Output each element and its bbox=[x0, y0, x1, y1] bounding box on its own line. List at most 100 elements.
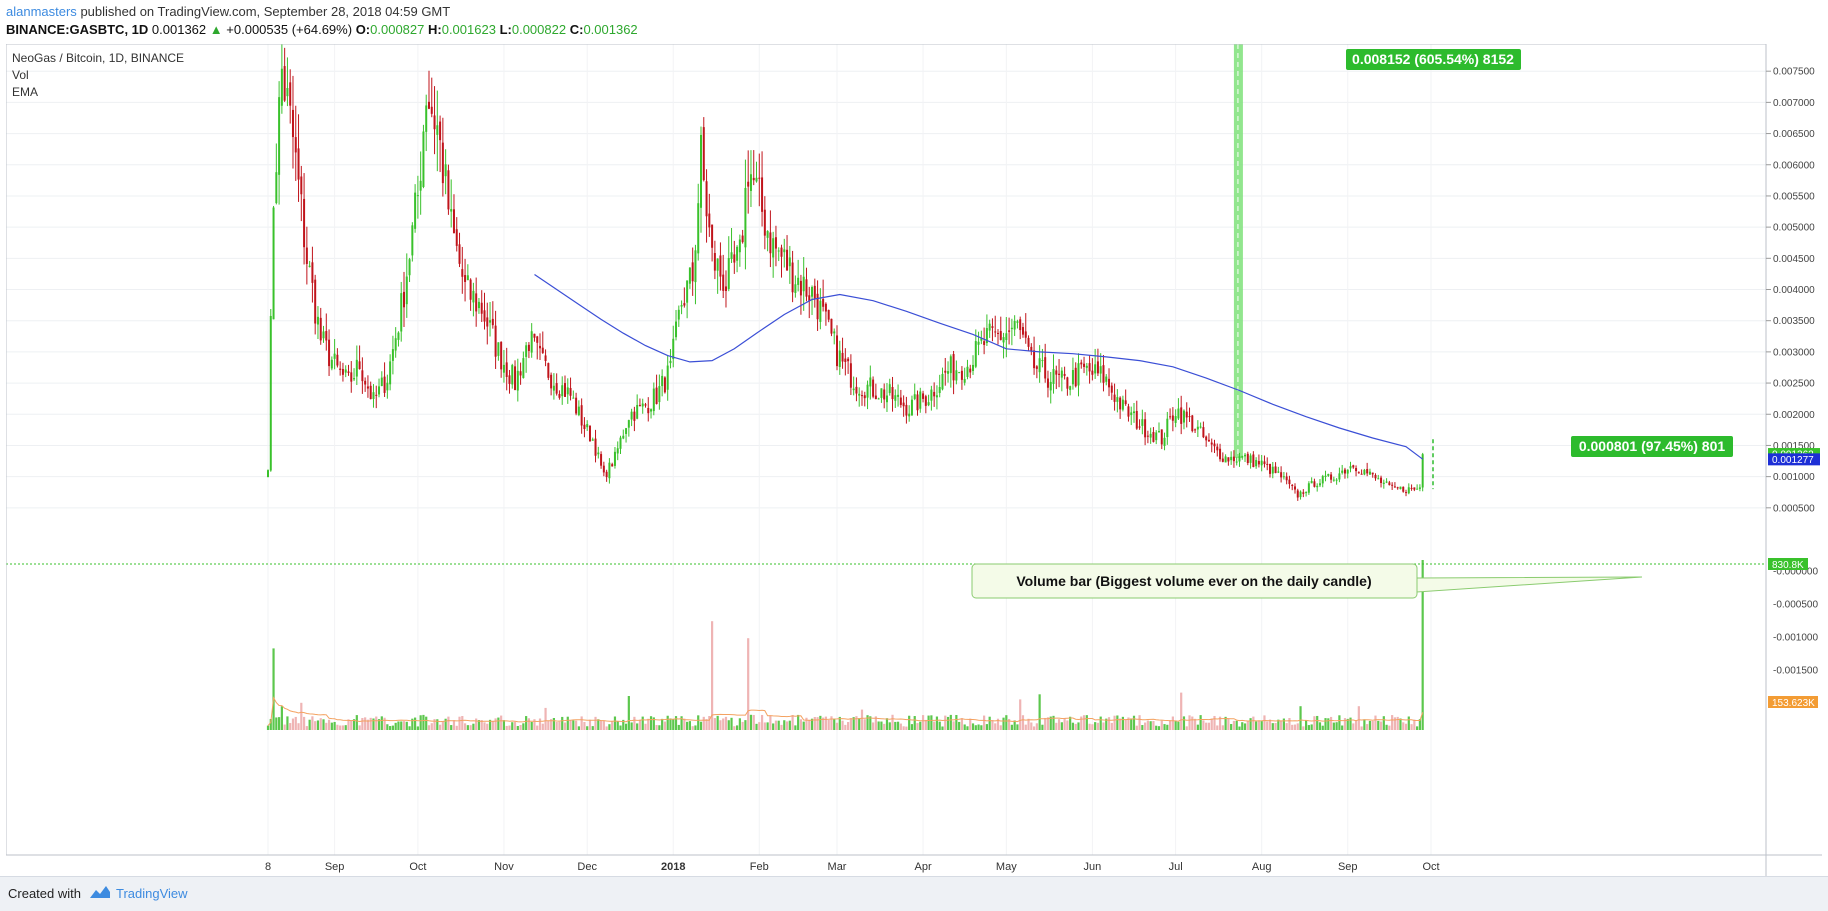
candle-body bbox=[1393, 486, 1396, 488]
volume-bar bbox=[358, 725, 361, 730]
candle-body bbox=[1030, 346, 1033, 351]
candle-body bbox=[1410, 487, 1413, 489]
candle-body bbox=[916, 394, 919, 411]
volume-bar bbox=[1094, 722, 1097, 730]
volume-bar bbox=[377, 719, 381, 730]
candle-body bbox=[702, 127, 705, 181]
y-tick-label: 0.004000 bbox=[1773, 285, 1815, 296]
candle-body bbox=[1338, 473, 1341, 480]
volume-bar bbox=[438, 724, 442, 730]
volume-bar bbox=[375, 716, 378, 730]
volume-bar bbox=[880, 721, 883, 730]
volume-bar bbox=[522, 723, 525, 730]
volume-bar bbox=[372, 718, 375, 730]
volume-bar bbox=[380, 716, 383, 730]
volume-bar bbox=[1307, 725, 1310, 730]
time-axis[interactable]: 8 Sep Oct Nov Dec 2018 Feb Mar Apr May Jun Jul Aug Se… bbox=[265, 861, 1440, 873]
volume-bar bbox=[1180, 692, 1183, 730]
volume-bar bbox=[1304, 720, 1308, 730]
candle-body bbox=[683, 303, 686, 306]
volume-bar bbox=[1366, 724, 1369, 730]
volume-bar bbox=[1249, 718, 1252, 730]
volume-bar bbox=[519, 724, 522, 730]
candle-body bbox=[339, 368, 342, 370]
volume-bar bbox=[1382, 716, 1385, 730]
candle-body bbox=[672, 338, 675, 360]
volume-bar bbox=[766, 722, 769, 730]
created-with-label: Created with bbox=[8, 886, 81, 901]
chart-frame[interactable]: 0.008000 0.007500 0.007000 0.006500 0.006000… bbox=[5, 36, 1822, 876]
volume-bar bbox=[1379, 721, 1383, 730]
candle-body bbox=[872, 379, 875, 397]
volume-bar bbox=[525, 716, 528, 730]
volume-bar bbox=[1285, 723, 1288, 730]
range-annotation-top[interactable]: 0.008152 (605.54%) 8152 bbox=[1346, 49, 1521, 70]
candle-body bbox=[1121, 399, 1124, 410]
range-annotation-right[interactable]: 0.000801 (97.45%) 801 bbox=[1571, 436, 1733, 457]
volume-bar bbox=[341, 725, 345, 730]
candle-body bbox=[1182, 410, 1185, 423]
candle-body bbox=[1066, 377, 1069, 389]
volume-bar bbox=[316, 720, 320, 730]
candle-body bbox=[494, 325, 497, 357]
volume-bar bbox=[949, 714, 952, 730]
volume-bar bbox=[422, 714, 425, 730]
candle-body bbox=[808, 295, 811, 302]
y-tick-label: 0.003500 bbox=[1773, 316, 1815, 327]
volume-bar bbox=[633, 716, 636, 730]
x-tick-label: 8 bbox=[265, 861, 271, 873]
price-chart[interactable]: 0.008000 0.007500 0.007000 0.006500 0.006000… bbox=[5, 36, 1822, 876]
y-tick-label: 0.001000 bbox=[1773, 472, 1815, 483]
candle-body bbox=[275, 172, 278, 204]
volume-bar bbox=[486, 723, 489, 730]
volume-bar bbox=[1216, 725, 1219, 730]
candle-body bbox=[427, 101, 430, 109]
candle-body bbox=[772, 238, 775, 258]
candle-body bbox=[944, 370, 947, 373]
candle-body bbox=[913, 394, 916, 399]
volume-callout[interactable]: Volume bar (Biggest volume ever on the d… bbox=[971, 563, 1643, 599]
volume-bar bbox=[1396, 716, 1399, 730]
candle-body bbox=[711, 224, 714, 248]
volume-bar bbox=[558, 721, 561, 730]
candle-body bbox=[1263, 461, 1266, 465]
volume-bar bbox=[577, 726, 580, 730]
volume-bar bbox=[1166, 724, 1169, 730]
candle-body bbox=[1407, 487, 1410, 494]
candle-body bbox=[730, 252, 733, 260]
candle-body bbox=[466, 275, 469, 281]
volume-bar bbox=[636, 723, 639, 730]
candle-body bbox=[1282, 476, 1285, 478]
low-label: L: bbox=[499, 22, 512, 37]
candle-body bbox=[1019, 319, 1022, 331]
candle-body bbox=[888, 384, 891, 394]
candle-body bbox=[905, 404, 908, 416]
volume-bar bbox=[500, 715, 503, 730]
volume-bar bbox=[777, 720, 780, 730]
tradingview-link[interactable]: TradingView bbox=[116, 886, 188, 901]
author-link[interactable]: alanmasters bbox=[6, 4, 77, 19]
candle-body bbox=[361, 370, 364, 382]
candle-body bbox=[988, 323, 991, 331]
volume-bar bbox=[888, 722, 891, 730]
volume-bar bbox=[322, 719, 325, 730]
candle-body bbox=[1355, 468, 1358, 472]
volume-bar bbox=[569, 720, 572, 730]
candle-body bbox=[1391, 484, 1394, 486]
y-tick-label: 0.002500 bbox=[1773, 379, 1815, 390]
volume-bar bbox=[1163, 724, 1166, 730]
volume-bar bbox=[1144, 722, 1147, 730]
candle-body bbox=[833, 331, 836, 334]
candle-body bbox=[902, 402, 905, 407]
volume-bar bbox=[536, 725, 539, 730]
candle-body bbox=[500, 341, 503, 370]
candle-body bbox=[1257, 461, 1260, 465]
volume-tick-label: -0.000000 bbox=[1773, 567, 1818, 578]
volume-bar bbox=[866, 715, 869, 730]
price-change: +0.000535 (+64.69%) bbox=[226, 22, 353, 37]
candle-body bbox=[927, 402, 930, 406]
volume-bar bbox=[688, 721, 691, 730]
candle-body bbox=[597, 452, 600, 455]
x-tick-label: Apr bbox=[914, 861, 931, 873]
candle-body bbox=[1288, 479, 1291, 485]
